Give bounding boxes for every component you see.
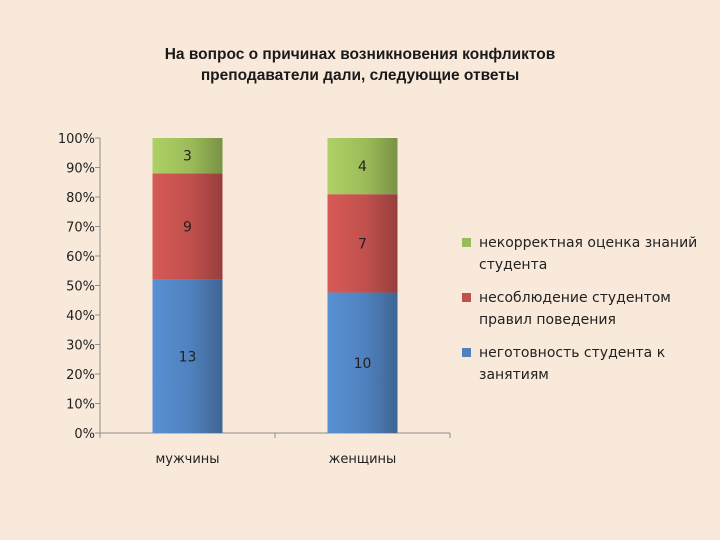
y-tick-label: 10%: [66, 398, 95, 413]
bar-segment: [327, 292, 398, 433]
y-tick-label: 80%: [66, 191, 95, 206]
bar-segment: [152, 173, 223, 280]
chart-title-line-2: преподаватели дали, следующие ответы: [200, 67, 520, 84]
chart-title: На вопрос о причинах возникновения конфл…: [0, 44, 720, 86]
data-label: 7: [358, 236, 367, 252]
chart-title-line-1: На вопрос о причинах возникновения конфл…: [164, 46, 556, 63]
legend-swatch: [462, 293, 471, 302]
bar-segment: [152, 138, 223, 174]
y-tick-label: 30%: [66, 339, 95, 354]
bar-segment: [152, 279, 223, 433]
legend: некорректная оценка знаний студента несоб…: [462, 232, 712, 397]
legend-item: некорректная оценка знаний студента: [462, 232, 712, 276]
bar-segment: [327, 194, 398, 293]
bars: [152, 138, 398, 433]
legend-swatch: [462, 238, 471, 247]
legend-item: неготовность студента к занятиям: [462, 342, 712, 386]
y-tick-label: 20%: [66, 368, 95, 383]
legend-swatch: [462, 348, 471, 357]
y-tick-label: 90%: [66, 162, 95, 177]
legend-label: неготовность студента к занятиям: [479, 345, 666, 383]
y-tick-label: 70%: [66, 221, 95, 236]
y-tick-label: 50%: [66, 280, 95, 295]
data-labels: 13 9 3 10 7 4: [179, 149, 372, 372]
data-label: 10: [354, 356, 372, 372]
x-category-label: мужчины: [155, 452, 219, 467]
legend-label: некорректная оценка знаний студента: [479, 235, 698, 273]
y-tick-label: 60%: [66, 250, 95, 265]
data-label: 3: [183, 149, 192, 165]
y-tick-label: 40%: [66, 309, 95, 324]
y-tick-label: 100%: [58, 132, 95, 147]
y-tick-label: 0%: [74, 427, 95, 442]
x-category-label: женщины: [329, 452, 397, 467]
data-label: 9: [183, 220, 192, 236]
legend-item: несоблюдение студентом правил поведения: [462, 287, 712, 331]
legend-label: несоблюдение студентом правил поведения: [479, 290, 671, 328]
data-label: 4: [358, 159, 367, 175]
bar-segment: [327, 138, 398, 195]
data-label: 13: [179, 349, 197, 365]
